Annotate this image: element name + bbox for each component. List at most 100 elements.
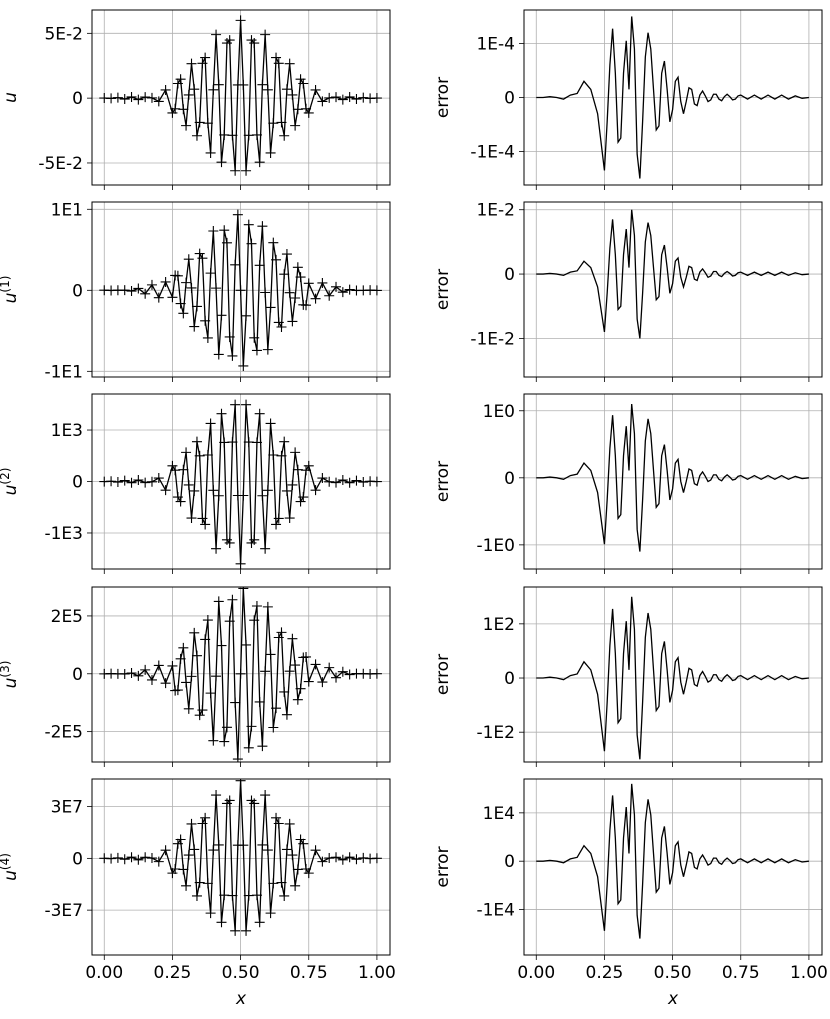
y-tick-label: 0 — [72, 665, 83, 685]
data-marker — [279, 269, 290, 280]
y-tick-label: 1E-4 — [476, 34, 515, 54]
y-tick-label: 1E2 — [483, 615, 515, 635]
data-marker — [224, 795, 235, 806]
data-marker — [213, 349, 224, 360]
data-marker — [371, 853, 382, 864]
data-marker — [284, 58, 295, 69]
data-marker — [227, 890, 238, 901]
data-marker — [265, 418, 276, 429]
data-marker — [358, 477, 369, 488]
data-marker — [290, 880, 301, 891]
data-marker — [167, 660, 178, 671]
data-marker — [216, 157, 227, 168]
data-marker — [189, 627, 200, 638]
data-marker — [153, 292, 164, 303]
data-marker — [133, 283, 144, 294]
data-marker — [194, 248, 205, 259]
data-marker — [191, 130, 202, 141]
data-marker — [265, 908, 276, 919]
data-marker — [235, 15, 246, 26]
data-marker — [337, 666, 348, 677]
x-tick-label: 0.00 — [517, 963, 555, 983]
data-marker — [232, 754, 243, 762]
data-marker — [249, 615, 260, 626]
y-axis-label-base: error — [433, 461, 453, 502]
data-marker — [219, 736, 230, 747]
y-tick-label: 3E7 — [51, 798, 83, 818]
plot-frame — [91, 586, 391, 763]
y-tick-label: 0 — [72, 849, 83, 869]
data-marker — [153, 660, 164, 671]
x-tick-label: 0.50 — [654, 963, 692, 983]
y-axis-label-base: u — [1, 870, 21, 881]
data-marker — [301, 300, 312, 311]
data-marker — [194, 117, 205, 128]
data-marker — [126, 91, 137, 102]
data-marker — [337, 287, 348, 298]
subplot: -1E2 0 1E2 error — [433, 586, 823, 767]
data-marker — [331, 281, 342, 292]
data-marker — [175, 496, 186, 507]
data-marker — [205, 268, 216, 279]
y-tick-label: -1E3 — [44, 524, 83, 544]
data-marker — [301, 864, 312, 875]
data-marker — [202, 878, 213, 889]
data-marker — [246, 238, 257, 249]
data-marker — [279, 890, 290, 901]
data-marker — [227, 594, 238, 605]
data-marker — [213, 596, 224, 607]
data-marker — [106, 476, 117, 487]
y-axis-label-sup: (3) — [0, 661, 12, 678]
data-marker — [172, 838, 183, 849]
y-axis-label-base: u — [1, 677, 21, 688]
data-marker — [273, 58, 284, 69]
data-marker — [241, 165, 252, 176]
data-marker — [290, 660, 301, 671]
data-marker — [202, 332, 213, 343]
data-marker — [257, 741, 268, 752]
data-marker — [260, 29, 271, 40]
data-marker — [262, 344, 273, 355]
data-marker — [292, 694, 303, 705]
plot-frame — [523, 778, 823, 956]
data-marker — [205, 418, 216, 429]
data-marker — [281, 84, 292, 95]
data-marker — [191, 650, 202, 661]
data-marker — [175, 653, 186, 664]
y-axis-label: error — [433, 77, 453, 118]
data-marker — [371, 476, 382, 487]
data-marker — [119, 854, 130, 865]
data-line — [536, 404, 809, 552]
data-marker — [211, 790, 222, 801]
y-tick-label: -1E-2 — [470, 329, 515, 349]
data-marker — [317, 96, 328, 107]
data-marker — [197, 818, 208, 829]
data-marker — [181, 677, 192, 688]
plot-frame — [523, 393, 823, 570]
data-marker — [183, 479, 194, 490]
data-marker — [268, 118, 279, 129]
data-marker — [271, 254, 282, 265]
data-marker — [191, 436, 202, 447]
x-tick-label: 1.00 — [790, 963, 828, 983]
data-marker — [126, 667, 137, 678]
data-marker — [197, 705, 208, 716]
data-marker — [331, 92, 342, 103]
data-marker — [310, 485, 321, 496]
y-tick-label: 0 — [504, 669, 515, 689]
data-marker — [133, 670, 144, 681]
data-marker — [257, 79, 268, 90]
data-marker — [265, 649, 276, 660]
data-marker — [238, 490, 249, 501]
data-marker — [153, 473, 164, 484]
data-marker — [310, 84, 321, 95]
data-marker — [276, 627, 287, 638]
data-marker — [178, 864, 189, 875]
data-marker — [200, 634, 211, 645]
y-axis-label-sup: (1) — [0, 276, 12, 293]
y-axis-label-base: u — [1, 92, 21, 103]
data-marker — [227, 350, 238, 361]
data-marker — [172, 78, 183, 89]
data-marker — [254, 917, 265, 928]
data-marker — [301, 465, 312, 476]
